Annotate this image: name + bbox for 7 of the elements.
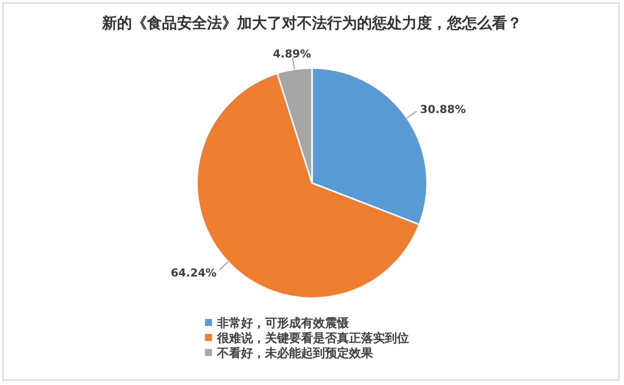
legend-label: 不看好，未必能起到预定效果 [216,346,374,360]
chart-title: 新的《食品安全法》加大了对不法行为的惩处力度，您怎么看？ [101,14,522,32]
data-label: 4.89% [272,47,312,60]
data-label: 30.88% [420,102,466,116]
data-label: 64.24% [170,266,217,280]
legend-label: 很难说，关键要看是否真正落实到位 [216,331,409,346]
legend-label: 非常好，可形成有效震慑 [216,316,350,330]
